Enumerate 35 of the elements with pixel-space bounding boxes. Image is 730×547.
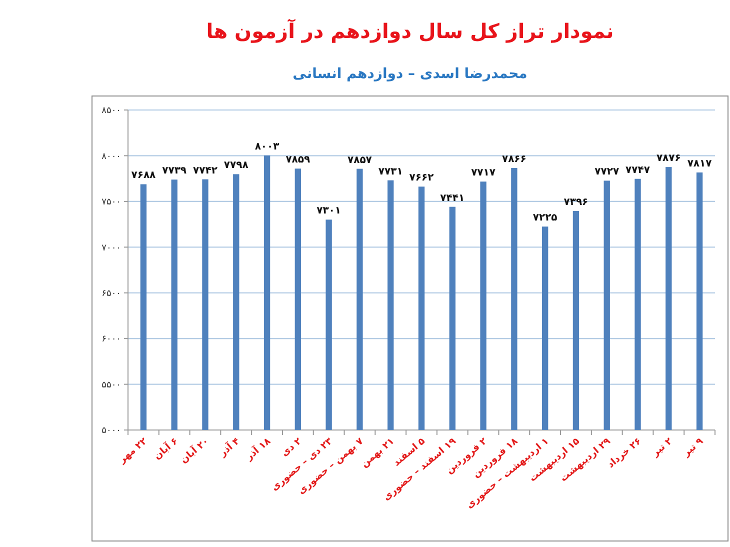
data-label: ۷۸۱۷ xyxy=(687,158,712,170)
data-label: ۷۳۹۶ xyxy=(564,196,588,208)
data-label: ۷۷۴۷ xyxy=(626,164,650,176)
x-tick-label: ۲۲ مهر xyxy=(116,436,150,466)
y-tick-label: ۸۰۰۰ xyxy=(102,152,121,162)
y-tick-label: ۸۵۰۰ xyxy=(102,106,121,116)
chart-subtitle: محمدرضا اسدی – دوازدهم انسانی xyxy=(292,66,528,82)
data-label: ۷۷۳۱ xyxy=(378,166,403,178)
data-label: ۷۸۵۷ xyxy=(348,154,372,166)
data-label: ۷۷۹۸ xyxy=(224,160,248,172)
data-label: ۷۸۷۶ xyxy=(656,153,681,164)
data-label: ۷۶۸۸ xyxy=(131,170,156,182)
x-tick-label: ۴ آذر xyxy=(216,434,242,460)
data-label: ۷۷۴۲ xyxy=(193,165,218,176)
data-label: ۷۸۶۶ xyxy=(502,154,526,165)
y-tick-label: ۵۰۰۰ xyxy=(102,426,121,436)
data-label: ۷۴۴۱ xyxy=(440,192,465,204)
y-tick-label: ۷۵۰۰ xyxy=(102,198,121,208)
x-tick-label: ۲ تیر xyxy=(650,436,675,460)
y-tick-label: ۷۰۰۰ xyxy=(102,243,121,254)
data-label: ۷۸۵۹ xyxy=(286,154,310,166)
data-label: ۷۲۲۵ xyxy=(532,212,558,224)
data-label: ۷۷۱۷ xyxy=(471,168,496,179)
y-tick-label: ۶۰۰۰ xyxy=(102,334,121,345)
y-tick-label: ۵۵۰۰ xyxy=(102,380,121,390)
data-label: ۷۶۶۲ xyxy=(409,172,434,184)
data-label: ۷۷۲۷ xyxy=(594,166,620,178)
data-label: ۷۳۰۱ xyxy=(316,206,342,217)
x-tick-label: ۹ تیر xyxy=(680,436,706,460)
y-tick-label: ۶۵۰۰ xyxy=(102,289,121,300)
x-tick-label: ۲ دی xyxy=(279,436,304,459)
chart-title: نمودار تراز کل سال دوازدهم در آزمون ها xyxy=(206,18,614,43)
data-label: ۸۰۰۳ xyxy=(254,141,280,152)
data-label: ۷۷۳۹ xyxy=(162,166,187,177)
x-tick-label: ۱۸ آذر xyxy=(242,434,274,464)
